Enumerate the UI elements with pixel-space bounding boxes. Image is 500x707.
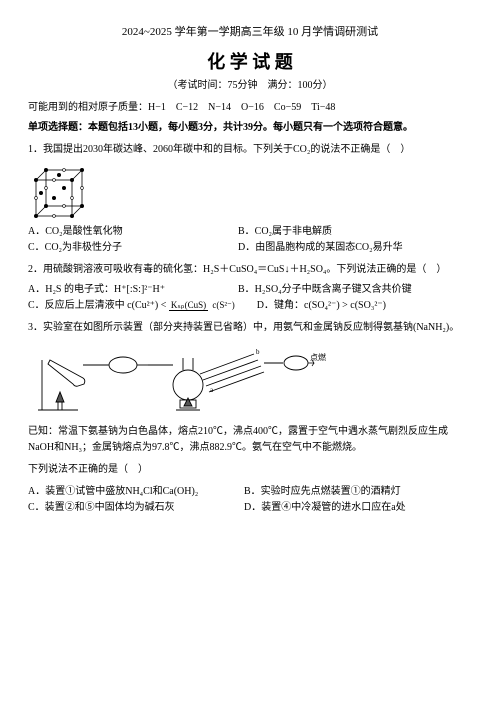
numerator: Kₛₚ(CuS) bbox=[169, 300, 208, 311]
q1-option-a: A．CO₂是酸性氧化物 bbox=[28, 224, 218, 240]
question-2: 2．用硫酸铜溶液可吸收有毒的硫化氢：H₂S＋CuSO₄＝CuS↓＋H₂SO₄。下… bbox=[28, 262, 472, 314]
question-1: 1．我国提出2030年碳达峰、2060年碳中和的目标。下列关于CO₂的说法不正确… bbox=[28, 142, 472, 256]
q3-text: 3．实验室在如图所示装置（部分夹持装置已省略）中，用氨气和金属钠反应制得氨基钠(… bbox=[28, 320, 472, 336]
q3-prompt: 下列说法不正确的是（ ） bbox=[28, 462, 472, 478]
q2-option-b: B．H₂SO₄分子中既含离子键又含共价键 bbox=[238, 282, 428, 298]
q3-option-c: C．装置②和⑤中固体均为碱石灰 bbox=[28, 500, 228, 516]
section-head: 单项选择题：本题包括13小题，每小题3分，共计39分。每小题只有一个选项符合题意… bbox=[28, 120, 472, 136]
svg-text:b: b bbox=[256, 348, 260, 356]
q3-given-info: 已知：常温下氨基钠为白色晶体，熔点210℃，沸点400℃，露置于空气中遇水蒸气剧… bbox=[28, 424, 472, 456]
q2-option-c: C．反应后上层清液中 c(Cu²⁺) < Kₛₚ(CuS) c(S²⁻) bbox=[28, 298, 237, 314]
q3-option-b: B．实验时应先点燃装置①的酒精灯 bbox=[244, 484, 444, 500]
fraction: Kₛₚ(CuS) c(S²⁻) bbox=[169, 301, 237, 311]
q1-option-d: D．由图晶胞构成的某固态CO₂易升华 bbox=[238, 240, 428, 256]
exam-title: 化 学 试 题 bbox=[28, 48, 472, 77]
q3-option-a: A．装置①试管中盛放NH₄Cl和Ca(OH)₂ bbox=[28, 484, 228, 500]
crystal-lattice-diagram bbox=[28, 162, 90, 224]
q2-option-a: A．H₂S 的电子式：H⁺[:S:]²⁻H⁺ bbox=[28, 282, 218, 298]
atomic-masses: 可能用到的相对原子质量：H−1 C−12 N−14 O−16 Co−59 Ti−… bbox=[28, 100, 472, 116]
q1-option-b: B．CO₂属于非电解质 bbox=[238, 224, 428, 240]
apparatus-diagram: a b 点燃 bbox=[28, 340, 328, 418]
page-header: 2024~2025 学年第一学期高三年级 10 月学情调研测试 bbox=[28, 24, 472, 42]
q1-text: 1．我国提出2030年碳达峰、2060年碳中和的目标。下列关于CO₂的说法不正确… bbox=[28, 142, 472, 158]
exam-info: （考试时间：75分钟 满分：100分） bbox=[28, 78, 472, 94]
q2c-prefix: C．反应后上层清液中 c(Cu²⁺) < bbox=[28, 300, 169, 311]
question-3: 3．实验室在如图所示装置（部分夹持装置已省略）中，用氨气和金属钠反应制得氨基钠(… bbox=[28, 320, 472, 516]
q1-option-c: C．CO₂为非极性分子 bbox=[28, 240, 218, 256]
denominator: c(S²⁻) bbox=[210, 300, 236, 310]
q3-option-d: D．装置④中冷凝管的进水口应在a处 bbox=[244, 500, 444, 516]
q2-option-d: D．键角：c(SO₄²⁻) > c(SO₃²⁻) bbox=[257, 298, 447, 314]
q2-text: 2．用硫酸铜溶液可吸收有毒的硫化氢：H₂S＋CuSO₄＝CuS↓＋H₂SO₄。下… bbox=[28, 262, 472, 278]
